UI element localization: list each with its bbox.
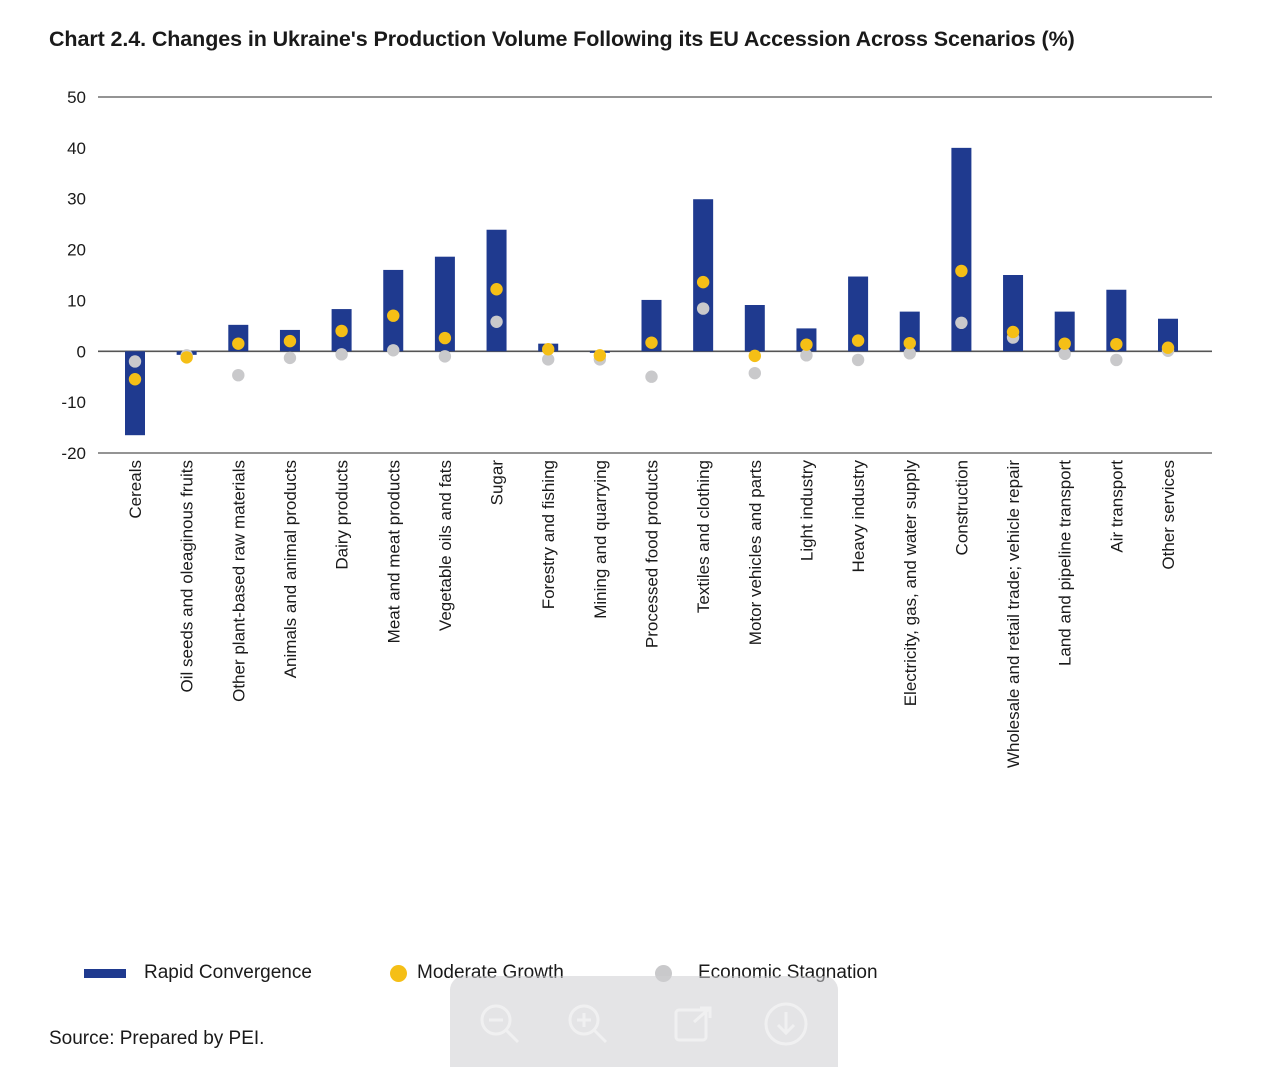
- bar-rapid-convergence: [951, 147, 972, 352]
- x-category-label: Electricity, gas, and water supply: [901, 460, 920, 707]
- y-tick-label: 20: [67, 241, 86, 260]
- dot-moderate-growth: [232, 337, 245, 350]
- bar-rapid-convergence: [848, 276, 869, 352]
- dot-economic-stagnation: [490, 315, 503, 328]
- bar-rapid-convergence: [434, 256, 455, 352]
- zoom-in-icon: [568, 1004, 608, 1044]
- dot-moderate-growth: [387, 309, 400, 322]
- dot-economic-stagnation: [696, 302, 710, 315]
- y-tick-label: -20: [61, 444, 86, 463]
- dot-moderate-growth: [1161, 341, 1175, 354]
- bar-rapid-convergence: [693, 199, 714, 352]
- legend-item-rapid-convergence: Rapid Convergence: [84, 958, 312, 988]
- dot-economic-stagnation: [903, 347, 916, 360]
- dot-economic-stagnation: [542, 353, 555, 366]
- zoom-out-icon: [480, 1004, 520, 1044]
- x-category-label: Cereals: [126, 460, 145, 519]
- dot-moderate-growth: [851, 334, 865, 347]
- x-category-label: Motor vehicles and parts: [746, 460, 765, 645]
- chart-title: Chart 2.4. Changes in Ukraine's Producti…: [49, 27, 1075, 51]
- dot-economic-stagnation: [128, 355, 142, 368]
- dot-economic-stagnation: [1058, 347, 1071, 361]
- x-category-label: Animals and animal products: [281, 460, 300, 678]
- dot-moderate-growth: [490, 283, 503, 296]
- x-category-label: Forestry and fishing: [539, 460, 558, 609]
- dot-economic-stagnation: [387, 344, 400, 357]
- dot-economic-stagnation: [283, 351, 297, 365]
- dot-moderate-growth: [800, 338, 813, 351]
- x-category-label: Processed food products: [643, 460, 662, 648]
- chart-plot: 50 40 30 20 10 0 -10 -20 Cereals Oil seeds and o…: [61, 88, 1212, 768]
- dot-economic-stagnation: [1110, 353, 1123, 367]
- x-category-label: Wholesale and retail trade; vehicle repa…: [1004, 460, 1023, 768]
- bar-rapid-convergence: [1106, 289, 1127, 352]
- bar-rapid-convergence: [641, 299, 662, 352]
- dot-economic-stagnation: [335, 348, 348, 361]
- dot-economic-stagnation: [645, 370, 658, 383]
- x-category-label: Other services: [1159, 460, 1178, 570]
- download-button[interactable]: [760, 998, 812, 1050]
- y-tick-label: 40: [67, 139, 86, 158]
- dot-moderate-growth: [593, 349, 607, 362]
- dot-moderate-growth: [283, 334, 297, 348]
- dot-economic-stagnation: [748, 366, 761, 380]
- x-category-label: Vegetable oils and fats: [436, 460, 455, 631]
- legend-swatch-moderate: [390, 964, 407, 982]
- dot-moderate-growth: [128, 373, 142, 386]
- x-category-label: Mining and quarrying: [591, 460, 610, 619]
- legend-label-rapid: Rapid Convergence: [144, 962, 312, 983]
- zoom-in-button[interactable]: [562, 998, 614, 1050]
- x-category-label: Construction: [952, 460, 971, 555]
- x-category-label: Heavy industry: [849, 460, 868, 573]
- dot-moderate-growth: [1110, 337, 1123, 351]
- dot-moderate-growth: [438, 331, 452, 345]
- dot-moderate-growth: [645, 336, 658, 349]
- y-tick-label: -10: [61, 393, 86, 412]
- image-viewer-toolbar: [450, 976, 838, 1067]
- y-tick-label: 0: [77, 342, 86, 361]
- dot-moderate-growth: [1006, 325, 1020, 339]
- x-category-label: Dairy products: [333, 460, 352, 570]
- legend-swatch-rapid: [84, 968, 126, 978]
- dot-economic-stagnation: [232, 368, 245, 382]
- x-category-label: Other plant-based raw materials: [229, 460, 248, 702]
- bar-rapid-convergence: [125, 351, 145, 436]
- zoom-out-button[interactable]: [474, 998, 526, 1050]
- x-category-label: Sugar: [488, 460, 507, 506]
- dot-moderate-growth: [696, 275, 710, 289]
- y-tick-label: 30: [67, 190, 86, 209]
- bar-rapid-convergence: [744, 305, 765, 352]
- x-category-label: Land and pipeline transport: [1056, 460, 1075, 666]
- dot-moderate-growth: [955, 264, 968, 278]
- x-category-label: Air transport: [1107, 460, 1126, 553]
- x-category-label: Oil seeds and oleaginous fruits: [178, 460, 197, 692]
- x-category-label: Light industry: [797, 460, 816, 562]
- dot-economic-stagnation: [438, 350, 452, 363]
- dot-moderate-growth: [335, 324, 348, 338]
- dot-moderate-growth: [1058, 337, 1071, 350]
- x-category-label: Textiles and clothing: [694, 460, 713, 613]
- dot-moderate-growth: [180, 351, 193, 364]
- dot-economic-stagnation: [955, 316, 968, 330]
- bar-rapid-convergence: [1158, 318, 1178, 352]
- share-button[interactable]: [668, 998, 720, 1050]
- source-note: Source: Prepared by PEI.: [49, 1028, 265, 1049]
- dot-moderate-growth: [748, 349, 761, 363]
- y-tick-label: 50: [67, 88, 86, 107]
- dot-moderate-growth: [903, 336, 916, 350]
- dot-economic-stagnation: [851, 353, 865, 367]
- dot-moderate-growth: [542, 343, 555, 356]
- x-category-label: Meat and meat products: [384, 460, 403, 643]
- y-tick-label: 10: [67, 291, 86, 310]
- download-icon: [764, 1002, 808, 1046]
- dot-economic-stagnation: [800, 349, 813, 362]
- share-icon: [674, 1006, 712, 1042]
